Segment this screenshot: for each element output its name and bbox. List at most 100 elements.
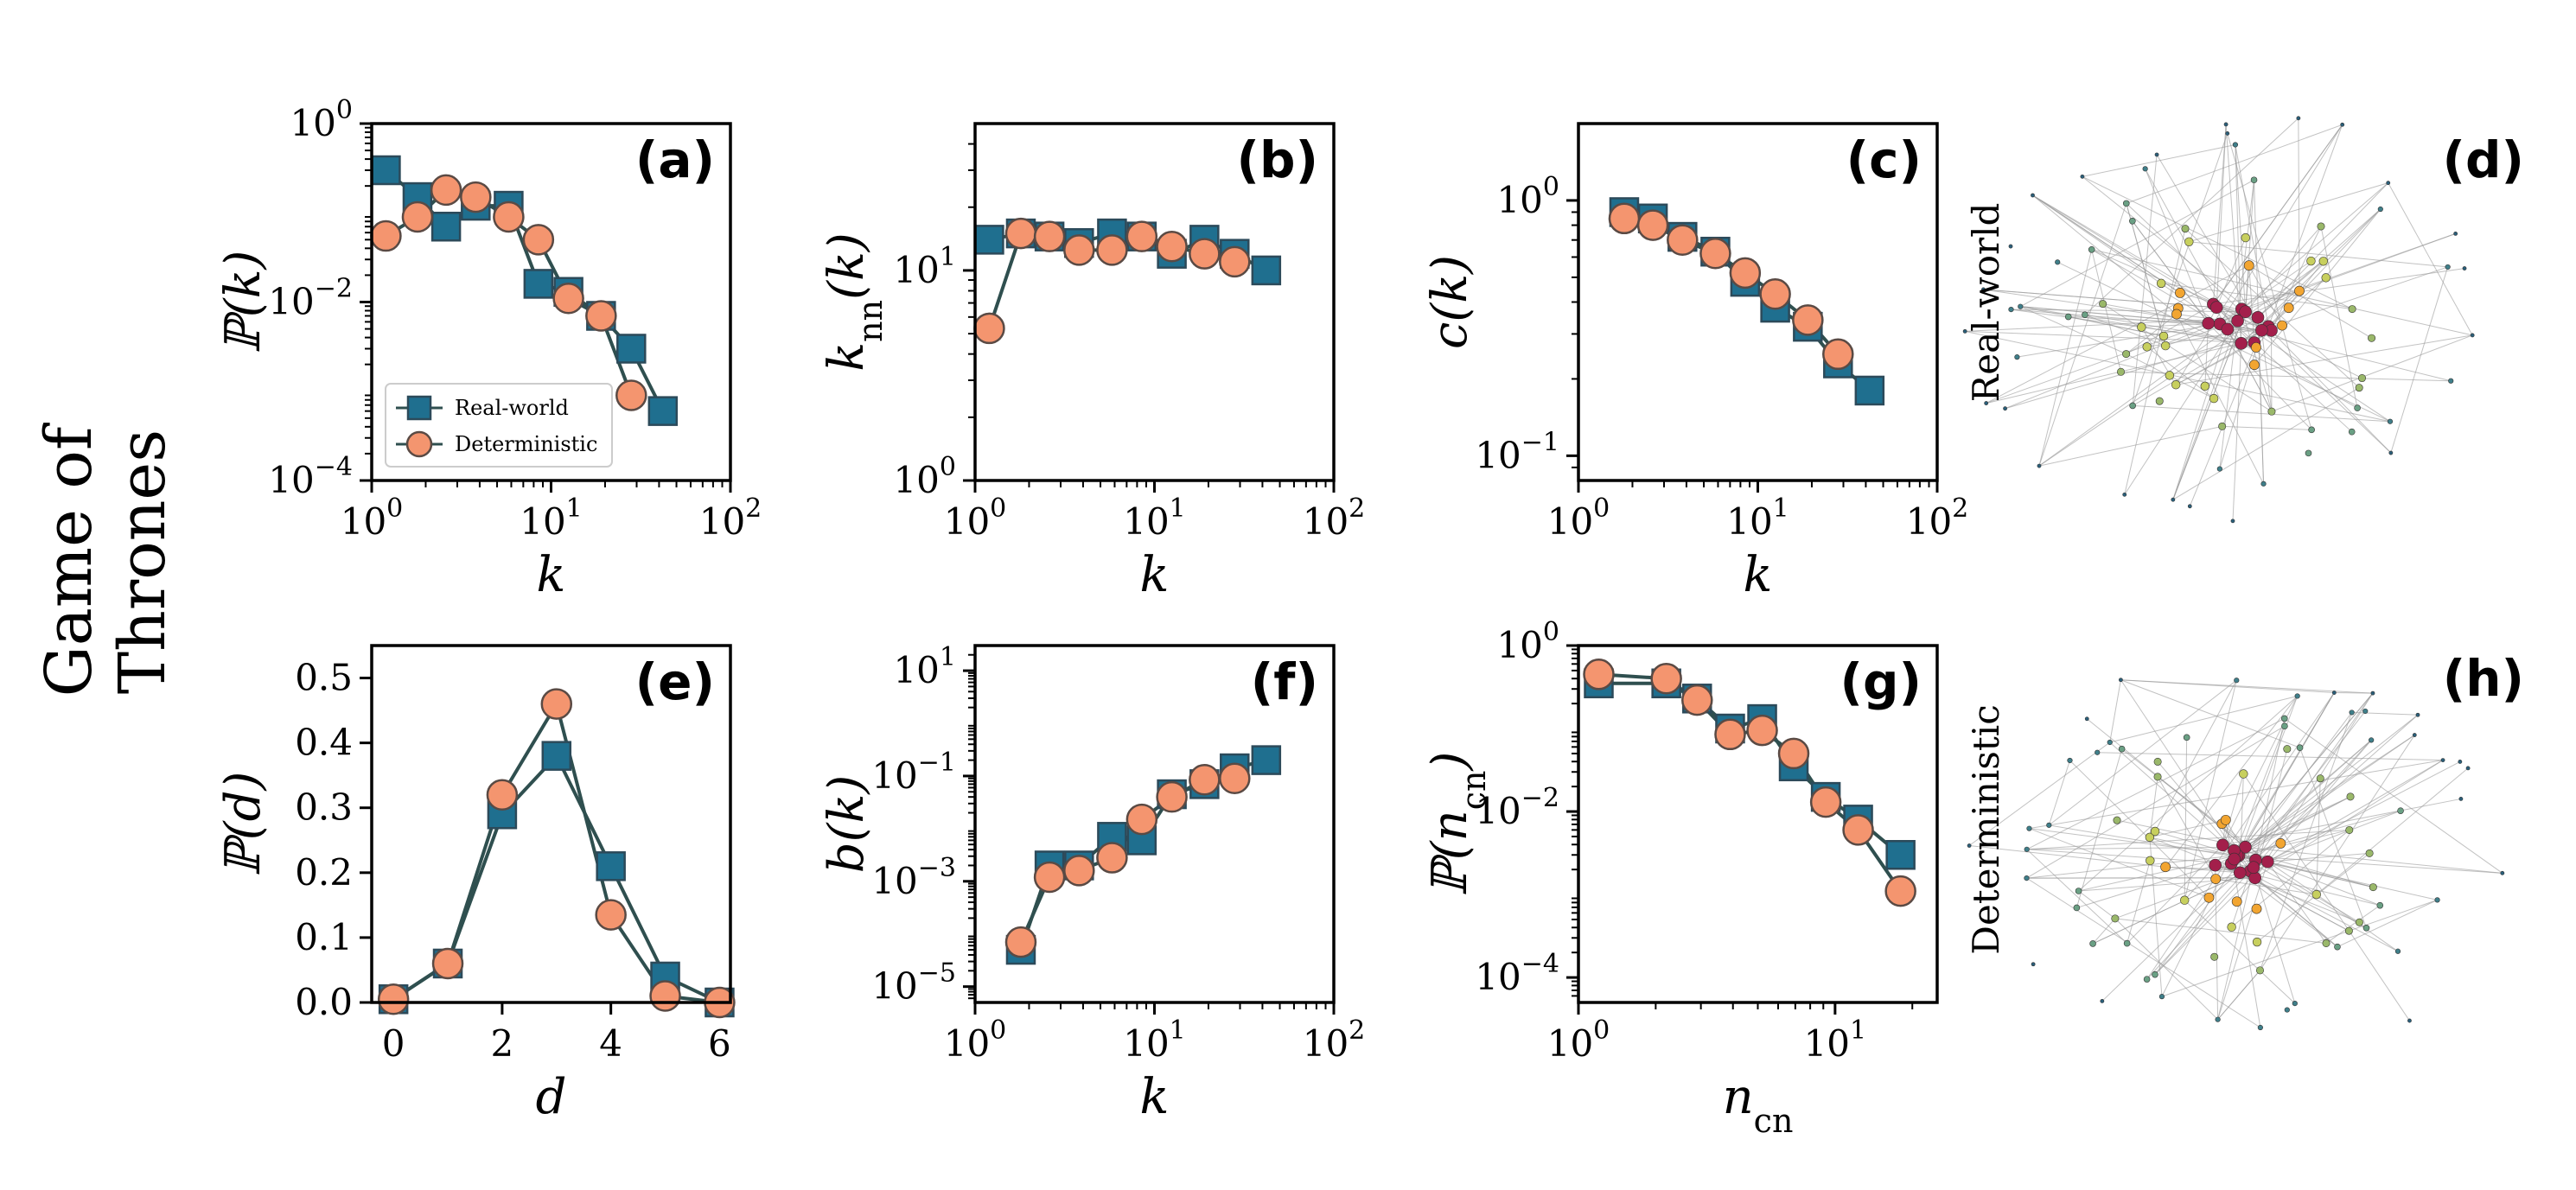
- network-edge: [2232, 343, 2242, 521]
- network-edge: [2184, 900, 2296, 1004]
- data-point-deterministic: [595, 899, 627, 931]
- network-node: [2064, 313, 2072, 321]
- data-point-deterministic: [1809, 786, 1842, 818]
- network-node: [2221, 322, 2235, 336]
- network-edge: [2145, 169, 2209, 324]
- network-edge: [2241, 182, 2389, 310]
- network-edge: [2234, 735, 2415, 860]
- network-edge: [2238, 796, 2351, 856]
- network-edge: [2132, 133, 2228, 406]
- network-node: [2394, 948, 2401, 954]
- network-node: [2129, 402, 2136, 410]
- network-node: [2247, 861, 2260, 874]
- legend-marker-real-world: [406, 395, 432, 421]
- network-node: [2369, 737, 2375, 743]
- y-tick-label: 100: [290, 95, 353, 144]
- network-node: [2305, 449, 2312, 457]
- y-axis-label: knn(k): [819, 232, 889, 372]
- network-node: [2255, 966, 2264, 975]
- data-point-deterministic: [430, 174, 462, 207]
- network-edge: [2241, 208, 2382, 344]
- data-point-deterministic: [1667, 224, 1699, 256]
- network-node: [2248, 360, 2260, 371]
- network-edge: [2267, 761, 2461, 862]
- network-node: [2458, 760, 2463, 764]
- network-edge: [2245, 735, 2415, 848]
- y-axis-label: ℙ(d): [215, 772, 271, 877]
- network-node: [2453, 231, 2458, 236]
- legend: Real-world Deterministic: [385, 383, 613, 468]
- network-edge: [2049, 824, 2256, 861]
- network-edge: [2299, 748, 2367, 928]
- network-edge: [2165, 696, 2299, 868]
- network-edge: [2020, 306, 2209, 324]
- y-tick-label: 10−5: [871, 958, 956, 1008]
- network-node: [2216, 466, 2222, 472]
- network-node: [2089, 940, 2096, 947]
- network-node: [2158, 994, 2165, 1000]
- x-axis-label: d: [536, 1069, 567, 1125]
- network-edge: [2172, 321, 2239, 500]
- panel-label: (b): [1236, 130, 1318, 189]
- network-edge: [2029, 828, 2209, 899]
- network-node: [2277, 320, 2287, 331]
- data-point-deterministic: [431, 947, 464, 980]
- network-node: [2158, 331, 2169, 341]
- network-edge: [2109, 741, 2238, 856]
- data-point-real-world: [974, 225, 1004, 255]
- network-node: [2357, 374, 2366, 383]
- network-node: [2250, 176, 2258, 184]
- network-edge: [2102, 303, 2273, 412]
- network-edge: [2325, 905, 2381, 944]
- data-point-deterministic: [1033, 220, 1066, 252]
- network-edge: [2216, 124, 2227, 308]
- network-edge: [2132, 154, 2158, 406]
- data-point-deterministic: [615, 379, 647, 411]
- network-node: [2415, 712, 2420, 717]
- network-node: [2113, 816, 2121, 824]
- network-edge: [2026, 849, 2232, 864]
- data-point-deterministic: [460, 181, 492, 213]
- network-node: [2184, 237, 2194, 246]
- data-point-deterministic: [1842, 814, 1874, 846]
- network-node: [2171, 497, 2176, 502]
- network-node: [2331, 690, 2337, 695]
- network-edge: [2109, 679, 2121, 743]
- network-edge: [2184, 680, 2237, 900]
- network-node: [2210, 952, 2219, 961]
- network-node: [2239, 769, 2248, 779]
- network-edge: [2189, 330, 2262, 506]
- network-node: [2107, 739, 2113, 746]
- network-edge: [2029, 760, 2444, 830]
- network-node: [2344, 926, 2353, 935]
- network-node: [2145, 832, 2155, 843]
- network-node: [2067, 757, 2073, 764]
- network-node: [2082, 311, 2088, 319]
- network-edge: [2222, 773, 2244, 846]
- x-tick-label: 102: [1303, 493, 1366, 543]
- network-node: [2283, 302, 2294, 314]
- network-node: [2368, 334, 2376, 342]
- network-node: [2397, 807, 2404, 814]
- y-tick-label: 10−3: [871, 853, 956, 902]
- network-node: [2407, 1018, 2412, 1023]
- y-tick-label: 100: [1496, 617, 1559, 666]
- network-node: [2440, 758, 2445, 763]
- network-edge: [2146, 859, 2256, 980]
- network-edge: [2248, 264, 2283, 326]
- data-point-deterministic: [649, 980, 681, 1012]
- network-edge: [2101, 897, 2209, 1002]
- network-edge: [2078, 890, 2116, 920]
- y-tick-label: 10−1: [871, 748, 956, 797]
- network-edge: [2082, 175, 2259, 318]
- network-edge: [2257, 316, 2392, 454]
- network-edge: [2241, 342, 2358, 409]
- network-edge: [2126, 314, 2177, 355]
- network-node: [2202, 316, 2215, 330]
- data-point-deterministic: [552, 282, 584, 315]
- data-point-deterministic: [1777, 737, 1810, 770]
- data-point-deterministic: [1729, 257, 1762, 290]
- data-point-deterministic: [1063, 234, 1095, 266]
- plot-area: [1608, 197, 1885, 406]
- network-node: [2231, 896, 2242, 907]
